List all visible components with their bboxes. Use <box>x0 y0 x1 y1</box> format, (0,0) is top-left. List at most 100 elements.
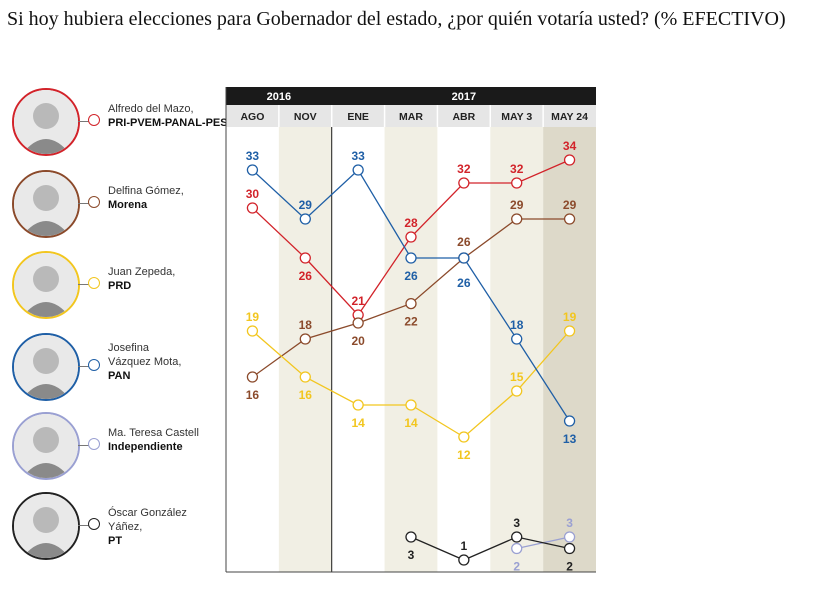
data-point <box>458 177 470 189</box>
candidate-party: Morena <box>108 199 148 211</box>
data-point <box>246 164 259 176</box>
data-label: 2 <box>566 560 573 574</box>
candidate-zepeda: Juan Zepeda, PRD <box>0 251 222 335</box>
data-label: 16 <box>246 388 260 402</box>
data-label: 2 <box>513 560 520 574</box>
data-label: 30 <box>246 187 260 201</box>
category-tick-label: ENE <box>347 111 369 123</box>
data-label: 29 <box>563 198 577 212</box>
data-label: 26 <box>299 269 313 283</box>
data-point <box>352 164 364 176</box>
avatar <box>12 333 80 401</box>
candidate-party: PRD <box>108 280 132 292</box>
data-label: 19 <box>563 310 577 324</box>
data-point <box>563 154 576 166</box>
data-point <box>511 385 523 397</box>
data-point <box>352 317 364 329</box>
series-line <box>410 536 570 561</box>
candidate-name: Ma. Teresa Castell <box>108 427 199 439</box>
column-band <box>331 104 385 572</box>
data-point <box>299 252 311 264</box>
candidate-label: Josefina Vázquez Mota, PAN <box>108 341 190 383</box>
candidate-gonzalez-yanez: Óscar González Yáñez, PT <box>0 492 222 576</box>
data-label: 32 <box>457 162 471 176</box>
connector-line <box>78 203 90 204</box>
data-point <box>563 213 576 225</box>
connector-line <box>78 284 90 285</box>
data-label: 1 <box>461 539 468 553</box>
data-point <box>352 399 364 411</box>
legend-marker <box>88 518 100 530</box>
data-label: 33 <box>246 149 260 163</box>
data-point <box>405 252 417 264</box>
data-label: 29 <box>510 198 524 212</box>
year-header-band <box>226 87 596 105</box>
category-header-band <box>226 105 596 127</box>
data-label: 15 <box>510 370 524 384</box>
data-label: 33 <box>351 149 365 163</box>
candidate-label: Óscar González Yáñez, PT <box>108 506 190 548</box>
category-tick-label: MAY 24 <box>551 111 588 123</box>
column-band <box>384 104 438 572</box>
legend-marker <box>88 438 100 450</box>
year-label: 2016 <box>267 91 291 103</box>
candidate-vazquez-mota: Josefina Vázquez Mota, PAN <box>0 333 222 417</box>
category-tick-label: ABR <box>452 111 475 123</box>
legend-marker <box>88 359 100 371</box>
year-label: 2017 <box>452 91 476 103</box>
avatar <box>12 88 80 156</box>
data-label: 26 <box>457 276 471 290</box>
data-label: 3 <box>513 516 520 530</box>
candidate-name: Delfina Gómez, <box>108 185 184 197</box>
data-label: 16 <box>299 388 313 402</box>
data-label: 22 <box>404 315 418 329</box>
category-tick-label: MAR <box>399 111 423 123</box>
data-point <box>405 531 417 543</box>
legend-marker <box>88 196 100 208</box>
data-label: 3 <box>408 548 415 562</box>
data-label: 20 <box>351 334 365 348</box>
candidate-party: PRI-PVEM-PANAL-PES <box>108 117 228 129</box>
data-label: 13 <box>563 432 577 446</box>
candidate-del-mazo: Alfredo del Mazo, PRI-PVEM-PANAL-PES <box>0 88 228 172</box>
category-tick-label: AGO <box>240 111 264 123</box>
data-point <box>405 231 417 243</box>
legend-marker <box>88 277 100 289</box>
data-label: 19 <box>246 310 260 324</box>
data-point <box>299 333 311 345</box>
data-label: 3 <box>566 516 573 530</box>
column-band <box>226 104 279 572</box>
data-point <box>511 333 523 345</box>
column-band <box>543 104 596 572</box>
data-point <box>299 371 311 383</box>
data-point <box>511 542 523 555</box>
data-point <box>246 325 259 337</box>
data-point <box>405 297 417 310</box>
data-point <box>563 542 576 555</box>
candidate-party: Independiente <box>108 441 183 453</box>
connector-line <box>78 366 90 367</box>
candidate-label: Juan Zepeda, PRD <box>108 265 228 293</box>
data-label: 34 <box>563 139 577 153</box>
connector-line <box>78 445 90 446</box>
data-label: 32 <box>510 162 524 176</box>
data-label: 14 <box>404 416 418 430</box>
data-point <box>511 213 523 225</box>
data-point <box>458 431 470 443</box>
chart-title: Si hoy hubiera elecciones para Gobernado… <box>7 8 786 30</box>
legend-marker <box>88 114 100 126</box>
candidate-castell: Ma. Teresa Castell Independiente <box>0 412 222 496</box>
data-label: 12 <box>457 448 471 462</box>
avatar <box>12 412 80 480</box>
data-point <box>511 177 523 189</box>
candidate-name: Alfredo del Mazo, <box>108 103 194 115</box>
data-label: 29 <box>299 198 313 212</box>
data-point <box>563 325 576 337</box>
candidate-gomez: Delfina Gómez, Morena <box>0 170 222 254</box>
data-label: 21 <box>351 294 365 308</box>
connector-line <box>78 121 90 122</box>
data-point <box>299 213 311 225</box>
data-label: 18 <box>510 318 524 332</box>
avatar <box>12 492 80 560</box>
